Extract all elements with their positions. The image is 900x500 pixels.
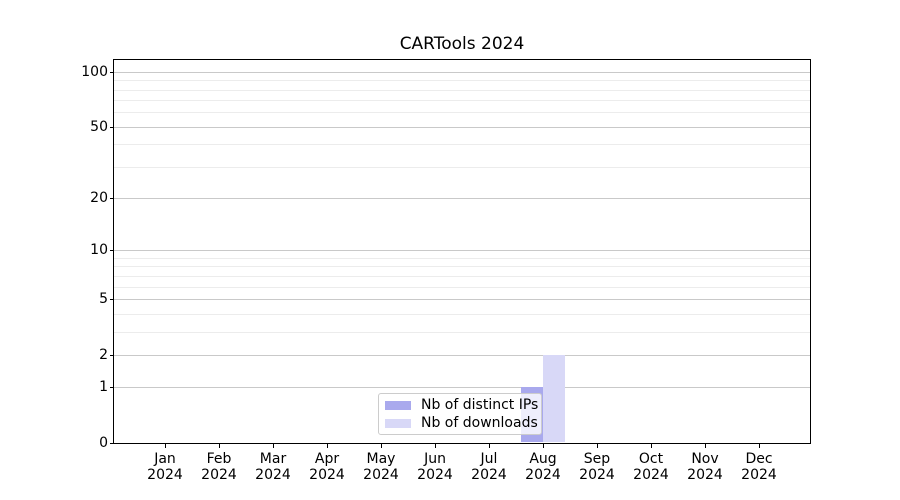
y-tick-label-50: 50 xyxy=(90,118,108,135)
legend-label-downloads: Nb of downloads xyxy=(421,415,538,431)
legend-item-downloads: Nb of downloads xyxy=(385,414,538,432)
legend-label-distinct-ips: Nb of distinct IPs xyxy=(421,397,539,413)
x-tick-label-11: Nov 2024 xyxy=(687,451,723,483)
x-tick-mark-11 xyxy=(705,444,706,448)
bar-nb-of-downloads-aug-2024 xyxy=(543,354,565,442)
y-tick-label-5: 5 xyxy=(99,290,108,307)
y-tick-mark-100 xyxy=(110,71,114,73)
x-tick-label-6: Jun 2024 xyxy=(417,451,453,483)
y-tick-mark-1 xyxy=(110,387,114,389)
gridline-major-5 xyxy=(114,298,810,300)
y-tick-label-20: 20 xyxy=(90,190,108,207)
x-tick-label-10: Oct 2024 xyxy=(633,451,669,483)
x-tick-mark-8 xyxy=(543,444,544,448)
y-tick-mark-50 xyxy=(110,126,114,128)
y-tick-mark-5 xyxy=(110,298,114,300)
x-tick-label-1: Jan 2024 xyxy=(147,451,183,483)
gridline-major-10 xyxy=(114,250,810,252)
gridline-minor-4 xyxy=(114,313,810,315)
gridline-major-2 xyxy=(114,354,810,356)
gridline-major-100 xyxy=(114,71,810,73)
x-tick-mark-12 xyxy=(759,444,760,448)
gridline-minor-40 xyxy=(114,144,810,146)
y-tick-label-0: 0 xyxy=(99,435,108,451)
x-tick-label-2: Feb 2024 xyxy=(201,451,237,483)
gridline-minor-60 xyxy=(114,112,810,114)
x-tick-mark-9 xyxy=(597,444,598,448)
x-tick-label-12: Dec 2024 xyxy=(741,451,777,483)
x-tick-label-9: Sep 2024 xyxy=(579,451,615,483)
y-tick-label-1: 1 xyxy=(99,379,108,396)
gridline-minor-80 xyxy=(114,89,810,91)
x-tick-label-8: Aug 2024 xyxy=(525,451,561,483)
y-tick-mark-10 xyxy=(110,250,114,252)
y-tick-mark-0 xyxy=(110,443,114,444)
x-tick-mark-5 xyxy=(381,444,382,448)
x-tick-label-3: Mar 2024 xyxy=(255,451,291,483)
legend: Nb of distinct IPs Nb of downloads xyxy=(378,393,542,435)
y-tick-label-2: 2 xyxy=(99,346,108,363)
x-tick-mark-2 xyxy=(219,444,220,448)
y-tick-label-10: 10 xyxy=(90,242,108,259)
gridline-minor-8 xyxy=(114,266,810,268)
legend-swatch-distinct-ips xyxy=(385,400,411,410)
gridline-major-1 xyxy=(114,387,810,389)
gridline-minor-7 xyxy=(114,275,810,277)
x-tick-label-4: Apr 2024 xyxy=(309,451,345,483)
gridline-minor-90 xyxy=(114,80,810,82)
x-tick-mark-7 xyxy=(489,444,490,448)
gridline-minor-6 xyxy=(114,286,810,288)
x-tick-mark-4 xyxy=(327,444,328,448)
legend-item-distinct-ips: Nb of distinct IPs xyxy=(385,396,539,414)
x-tick-mark-10 xyxy=(651,444,652,448)
chart-title: CARTools 2024 xyxy=(399,34,525,54)
gridline-minor-3 xyxy=(114,331,810,333)
gridline-minor-30 xyxy=(114,166,810,168)
y-tick-mark-2 xyxy=(110,354,114,356)
y-tick-mark-20 xyxy=(110,198,114,200)
gridline-minor-70 xyxy=(114,100,810,102)
y-tick-label-100: 100 xyxy=(81,63,108,80)
x-tick-label-5: May 2024 xyxy=(363,451,399,483)
gridline-major-20 xyxy=(114,198,810,200)
x-tick-mark-1 xyxy=(165,444,166,448)
gridline-major-50 xyxy=(114,126,810,128)
x-tick-mark-3 xyxy=(273,444,274,448)
gridline-minor-9 xyxy=(114,257,810,259)
x-tick-mark-6 xyxy=(435,444,436,448)
x-tick-label-7: Jul 2024 xyxy=(471,451,507,483)
legend-swatch-downloads xyxy=(385,418,411,428)
